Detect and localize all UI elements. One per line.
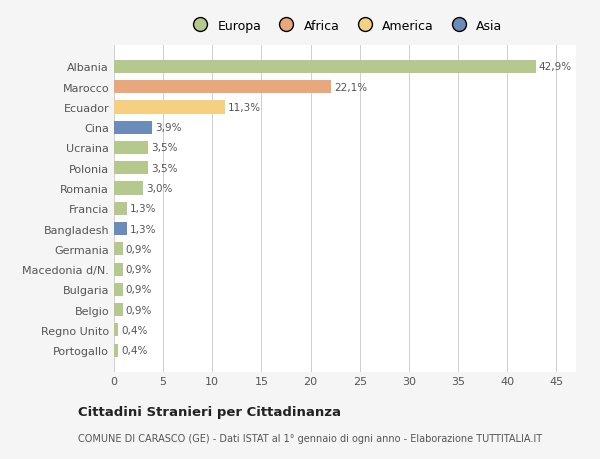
Text: 0,4%: 0,4% — [121, 346, 147, 355]
Bar — [114, 61, 536, 74]
Text: Cittadini Stranieri per Cittadinanza: Cittadini Stranieri per Cittadinanza — [78, 405, 341, 419]
Text: 42,9%: 42,9% — [539, 62, 572, 72]
Bar — [114, 324, 118, 337]
Text: 1,3%: 1,3% — [130, 204, 156, 214]
Bar — [114, 263, 123, 276]
Bar — [114, 344, 118, 357]
Bar — [114, 202, 127, 215]
Text: 3,5%: 3,5% — [151, 143, 178, 153]
Bar — [114, 121, 152, 134]
Legend: Europa, Africa, America, Asia: Europa, Africa, America, Asia — [187, 20, 503, 33]
Text: 11,3%: 11,3% — [228, 103, 261, 113]
Text: 3,9%: 3,9% — [155, 123, 182, 133]
Bar — [114, 243, 123, 256]
Text: 0,9%: 0,9% — [126, 305, 152, 315]
Bar — [114, 283, 123, 297]
Text: 0,9%: 0,9% — [126, 285, 152, 295]
Bar — [114, 81, 331, 94]
Text: 0,9%: 0,9% — [126, 264, 152, 274]
Text: 22,1%: 22,1% — [334, 83, 367, 93]
Text: 3,5%: 3,5% — [151, 163, 178, 174]
Bar — [114, 223, 127, 235]
Bar — [114, 182, 143, 195]
Bar — [114, 303, 123, 317]
Bar — [114, 142, 148, 155]
Text: 1,3%: 1,3% — [130, 224, 156, 234]
Text: COMUNE DI CARASCO (GE) - Dati ISTAT al 1° gennaio di ogni anno - Elaborazione TU: COMUNE DI CARASCO (GE) - Dati ISTAT al 1… — [78, 433, 542, 442]
Bar — [114, 162, 148, 175]
Text: 3,0%: 3,0% — [146, 184, 173, 194]
Text: 0,4%: 0,4% — [121, 325, 147, 335]
Text: 0,9%: 0,9% — [126, 244, 152, 254]
Bar — [114, 101, 225, 114]
